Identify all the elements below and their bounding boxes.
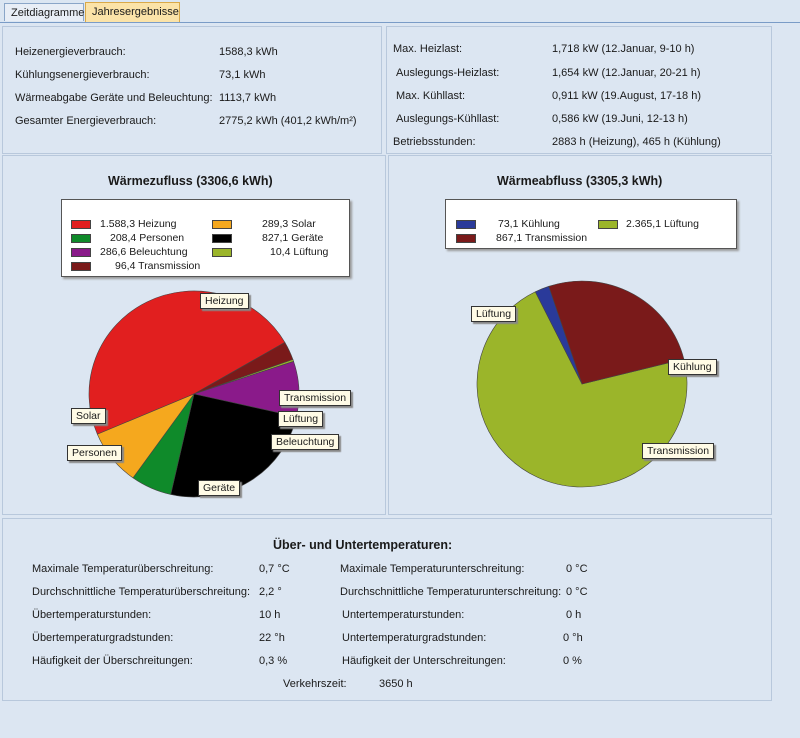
tab-jahresergebnisse[interactable]: Jahresergebnisse <box>85 2 180 22</box>
temp-label: Häufigkeit der Überschreitungen: <box>32 655 193 667</box>
legend-entry: 827,1 Geräte <box>262 232 324 244</box>
temp-value: 10 h <box>259 609 281 621</box>
temp-label: Übertemperaturstunden: <box>32 609 152 621</box>
legend-entry: 208,4 Personen <box>110 232 185 244</box>
summary-label: Auslegungs-Kühllast: <box>396 113 500 125</box>
slice-label-transmission: Transmission <box>279 390 352 406</box>
legend-entry: 2.365,1 Lüftung <box>626 218 699 230</box>
temp-label: Untertemperaturstunden: <box>342 609 465 621</box>
slice-label-lueftung: Lüftung <box>278 411 324 427</box>
summary-value: 73,1 kWh <box>219 69 266 81</box>
summary-label: Kühlungsenergieverbrauch: <box>15 69 150 81</box>
summary-value: 2883 h (Heizung), 465 h (Kühlung) <box>552 136 721 148</box>
slice-label-lueftung: Lüftung <box>471 306 517 322</box>
chart-title: Wärmezufluss (3306,6 kWh) <box>108 174 273 188</box>
slice-label-geraete: Geräte <box>198 480 241 496</box>
summary-value: 1,718 kW (12.Januar, 9-10 h) <box>552 43 695 55</box>
summary-label: Max. Heizlast: <box>393 43 463 55</box>
slice-label-kuehlung: Kühlung <box>668 359 717 375</box>
chart-legend: 73,1 Kühlung 2.365,1 Lüftung 867,1 Trans… <box>445 199 737 249</box>
energy-summary-panel: Heizenergieverbrauch: 1588,3 kWh Kühlung… <box>2 26 382 154</box>
tab-bar: Zeitdiagramme Jahresergebnisse <box>0 0 800 23</box>
summary-label: Max. Kühllast: <box>396 90 466 102</box>
temp-value: 0 °C <box>566 563 588 575</box>
summary-label: Gesamter Energieverbrauch: <box>15 115 157 127</box>
temp-label: Übertemperaturgradstunden: <box>32 632 174 644</box>
legend-swatch <box>456 234 476 243</box>
chart-title: Wärmeabfluss (3305,3 kWh) <box>497 174 663 188</box>
legend-entry: 73,1 Kühlung <box>498 218 560 230</box>
summary-label: Betriebsstunden: <box>393 136 476 148</box>
legend-entry: 286,6 Beleuchtung <box>100 246 188 258</box>
legend-swatch <box>598 220 618 229</box>
summary-label: Heizenergieverbrauch: <box>15 46 126 58</box>
temp-label: Durchschnittliche Temperaturunterschreit… <box>340 586 562 598</box>
chart-legend: 1.588,3 Heizung 289,3 Solar 208,4 Person… <box>61 199 350 277</box>
legend-swatch <box>71 248 91 257</box>
summary-value: 0,586 kW (19.Juni, 12-13 h) <box>552 113 688 125</box>
pie-slice-heizung <box>88 290 286 435</box>
pie-slice-transmission <box>548 280 685 385</box>
slice-label-transmission: Transmission <box>642 443 715 459</box>
verkehrszeit-label: Verkehrszeit: <box>283 678 347 690</box>
temp-label: Maximale Temperaturüberschreitung: <box>32 563 214 575</box>
summary-value: 1588,3 kWh <box>219 46 278 58</box>
tab-zeitdiagramme[interactable]: Zeitdiagramme <box>4 3 84 21</box>
summary-value: 0,911 kW (19.August, 17-18 h) <box>552 90 701 102</box>
legend-entry: 867,1 Transmission <box>496 232 588 244</box>
temp-value: 0 °C <box>566 586 588 598</box>
legend-entry: 289,3 Solar <box>262 218 316 230</box>
temp-value: 0,7 °C <box>259 563 290 575</box>
temperature-panel: Über- und Untertemperaturen: Maximale Te… <box>2 518 772 701</box>
temp-value: 22 °h <box>259 632 285 644</box>
heat-inflow-pie <box>88 290 300 498</box>
temp-label: Häufigkeit der Unterschreitungen: <box>342 655 506 667</box>
slice-label-solar: Solar <box>71 408 106 424</box>
temp-value: 0 °h <box>563 632 583 644</box>
slice-label-beleuchtung: Beleuchtung <box>271 434 340 450</box>
temp-value: 2,2 ° <box>259 586 282 598</box>
legend-swatch <box>212 220 232 229</box>
legend-entry: 1.588,3 Heizung <box>100 218 177 230</box>
heat-outflow-pie <box>476 280 688 488</box>
pie-slice-lüftung <box>476 291 688 488</box>
legend-swatch <box>71 262 91 271</box>
summary-value: 2775,2 kWh (401,2 kWh/m²) <box>219 115 357 127</box>
summary-label: Wärmeabgabe Geräte und Beleuchtung: <box>15 92 213 104</box>
legend-swatch <box>456 220 476 229</box>
legend-swatch <box>71 234 91 243</box>
temp-label: Maximale Temperaturunterschreitung: <box>340 563 525 575</box>
pie-slice-geräte <box>170 393 297 498</box>
load-summary-panel: Max. Heizlast: 1,718 kW (12.Januar, 9-10… <box>386 26 772 154</box>
summary-label: Auslegungs-Heizlast: <box>396 67 500 79</box>
slice-label-personen: Personen <box>67 445 122 461</box>
temp-label: Durchschnittliche Temperaturüberschreitu… <box>32 586 251 598</box>
legend-entry: 96,4 Transmission <box>115 260 201 272</box>
legend-swatch <box>212 248 232 257</box>
verkehrszeit-value: 3650 h <box>379 678 413 690</box>
legend-swatch <box>71 220 91 229</box>
legend-entry: 10,4 Lüftung <box>270 246 329 258</box>
temp-value: 0,3 % <box>259 655 288 667</box>
summary-value: 1,654 kW (12.Januar, 20-21 h) <box>552 67 701 79</box>
legend-swatch <box>212 234 232 243</box>
summary-value: 1113,7 kWh <box>219 92 277 104</box>
temp-label: Untertemperaturgradstunden: <box>342 632 487 644</box>
temperature-title: Über- und Untertemperaturen: <box>273 538 453 552</box>
temp-value: 0 % <box>563 655 582 667</box>
slice-label-heizung: Heizung <box>200 293 249 309</box>
temp-value: 0 h <box>566 609 582 621</box>
